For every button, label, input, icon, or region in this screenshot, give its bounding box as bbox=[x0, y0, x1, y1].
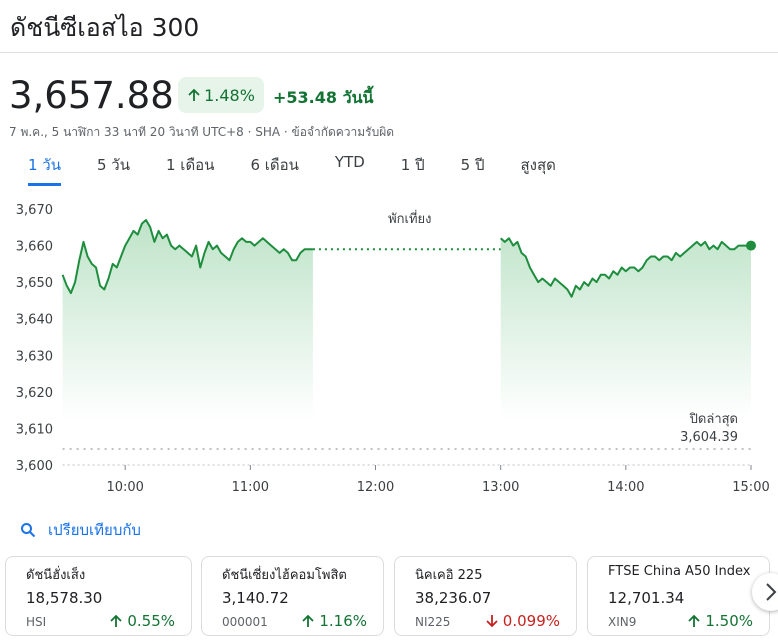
up-arrow bbox=[188, 88, 200, 101]
card-name: FTSE China A50 Index bbox=[608, 564, 751, 579]
up-arrow bbox=[302, 614, 314, 627]
range-tab[interactable]: 1 เดือน bbox=[166, 156, 215, 174]
y-tick-label: 3,600 bbox=[16, 459, 53, 474]
previous-close-value: 3,604.39 bbox=[680, 430, 738, 445]
y-tick-label: 3,630 bbox=[16, 349, 53, 364]
change: +53.48 วันนี้ bbox=[273, 88, 374, 107]
x-tick-label: 11:00 bbox=[232, 480, 269, 495]
compare-card[interactable]: นิคเคอิ 225 38,236.07 NI225 0.099% bbox=[394, 556, 577, 636]
title: ดัชนีซีเอสไอ 300 bbox=[10, 13, 200, 42]
card-change-percent: 0.55% bbox=[127, 612, 175, 630]
card-value: 3,140.72 bbox=[222, 589, 289, 607]
card-name: ดัชนีฮั่งเส็ง bbox=[26, 568, 86, 583]
y-tick-label: 3,610 bbox=[16, 422, 53, 437]
down-arrow bbox=[486, 615, 498, 628]
x-tick-label: 10:00 bbox=[106, 480, 143, 495]
search-icon bbox=[21, 523, 36, 538]
change-percent: 1.48% bbox=[204, 85, 255, 105]
y-tick-label: 3,650 bbox=[16, 276, 53, 291]
compare-label: เปรียบเทียบกับ bbox=[48, 521, 141, 539]
card-value: 12,701.34 bbox=[608, 589, 685, 607]
compare-card[interactable]: ดัชนีเซี่ยงไฮ้คอมโพสิต 3,140.72 000001 1.16… bbox=[201, 556, 384, 636]
range-tab[interactable]: สูงสุด bbox=[520, 156, 556, 174]
line bbox=[61, 219, 751, 298]
compare-card[interactable]: ดัชนีฮั่งเส็ง 18,578.30 HSI 0.55% bbox=[5, 556, 192, 636]
card-ticker: XIN9 bbox=[608, 615, 637, 629]
card-value: 18,578.30 bbox=[26, 589, 103, 607]
chart: 3,600 3,610 3,620 3,630 3,640 3,650 3,660 3,670… bbox=[16, 203, 770, 495]
card-value: 38,236.07 bbox=[415, 589, 492, 607]
next-button[interactable] bbox=[752, 573, 778, 611]
range-tab[interactable]: 5 ปี bbox=[460, 156, 485, 174]
range-tab[interactable]: 1 วัน bbox=[28, 153, 61, 186]
y-tick-label: 3,640 bbox=[16, 313, 53, 328]
change-badge: 1.48% bbox=[178, 77, 264, 113]
card-change-percent: 0.099% bbox=[502, 612, 560, 630]
compare-link[interactable]: เปรียบเทียบกับ bbox=[20, 518, 141, 542]
meta: 7 พ.ค., 5 นาฬิกา 33 นาที 20 วินาที UTC+8… bbox=[9, 125, 395, 139]
last-point bbox=[746, 240, 756, 251]
y-tick-label: 3,620 bbox=[16, 386, 53, 401]
range-tab[interactable]: 6 เดือน bbox=[250, 156, 299, 174]
up-arrow bbox=[688, 614, 700, 627]
x-tick-label: 13:00 bbox=[482, 480, 519, 495]
divider bbox=[0, 52, 778, 53]
card-change: 1.50% bbox=[687, 612, 753, 630]
price: 3,657.88 bbox=[9, 74, 174, 117]
range-tabs: 1 วัน 5 วัน 1 เดือน 6 เดือน YTD 1 ปี 5 ปี สูงสุ… bbox=[28, 153, 592, 186]
card-change-percent: 1.50% bbox=[705, 612, 753, 630]
up-arrow bbox=[110, 614, 122, 627]
card-change-percent: 1.16% bbox=[319, 612, 367, 630]
card-ticker: HSI bbox=[26, 615, 47, 629]
range-tab[interactable]: 1 ปี bbox=[400, 156, 425, 174]
x-tick-label: 15:00 bbox=[732, 480, 769, 495]
y-tick-label: 3,660 bbox=[16, 240, 53, 255]
card-name: นิคเคอิ 225 bbox=[415, 568, 483, 583]
card-change: 0.55% bbox=[109, 612, 175, 630]
card-change: 0.099% bbox=[485, 612, 560, 630]
range-tab[interactable]: 5 วัน bbox=[97, 156, 130, 174]
card-ticker: 000001 bbox=[222, 615, 268, 629]
x-tick-label: 14:00 bbox=[607, 480, 644, 495]
compare-card[interactable]: FTSE China A50 Index 12,701.34 XIN9 1.50% bbox=[587, 556, 770, 636]
card-change: 1.16% bbox=[301, 612, 367, 630]
lunch-label: พักเที่ยง bbox=[388, 210, 431, 227]
card-name: ดัชนีเซี่ยงไฮ้คอมโพสิต bbox=[222, 568, 347, 583]
card-ticker: NI225 bbox=[415, 615, 451, 629]
chevron bbox=[766, 583, 777, 601]
range-tab[interactable]: YTD bbox=[334, 153, 365, 171]
x-tick-label: 12:00 bbox=[357, 480, 394, 495]
area bbox=[62, 220, 752, 420]
y-tick-label: 3,670 bbox=[16, 203, 53, 218]
